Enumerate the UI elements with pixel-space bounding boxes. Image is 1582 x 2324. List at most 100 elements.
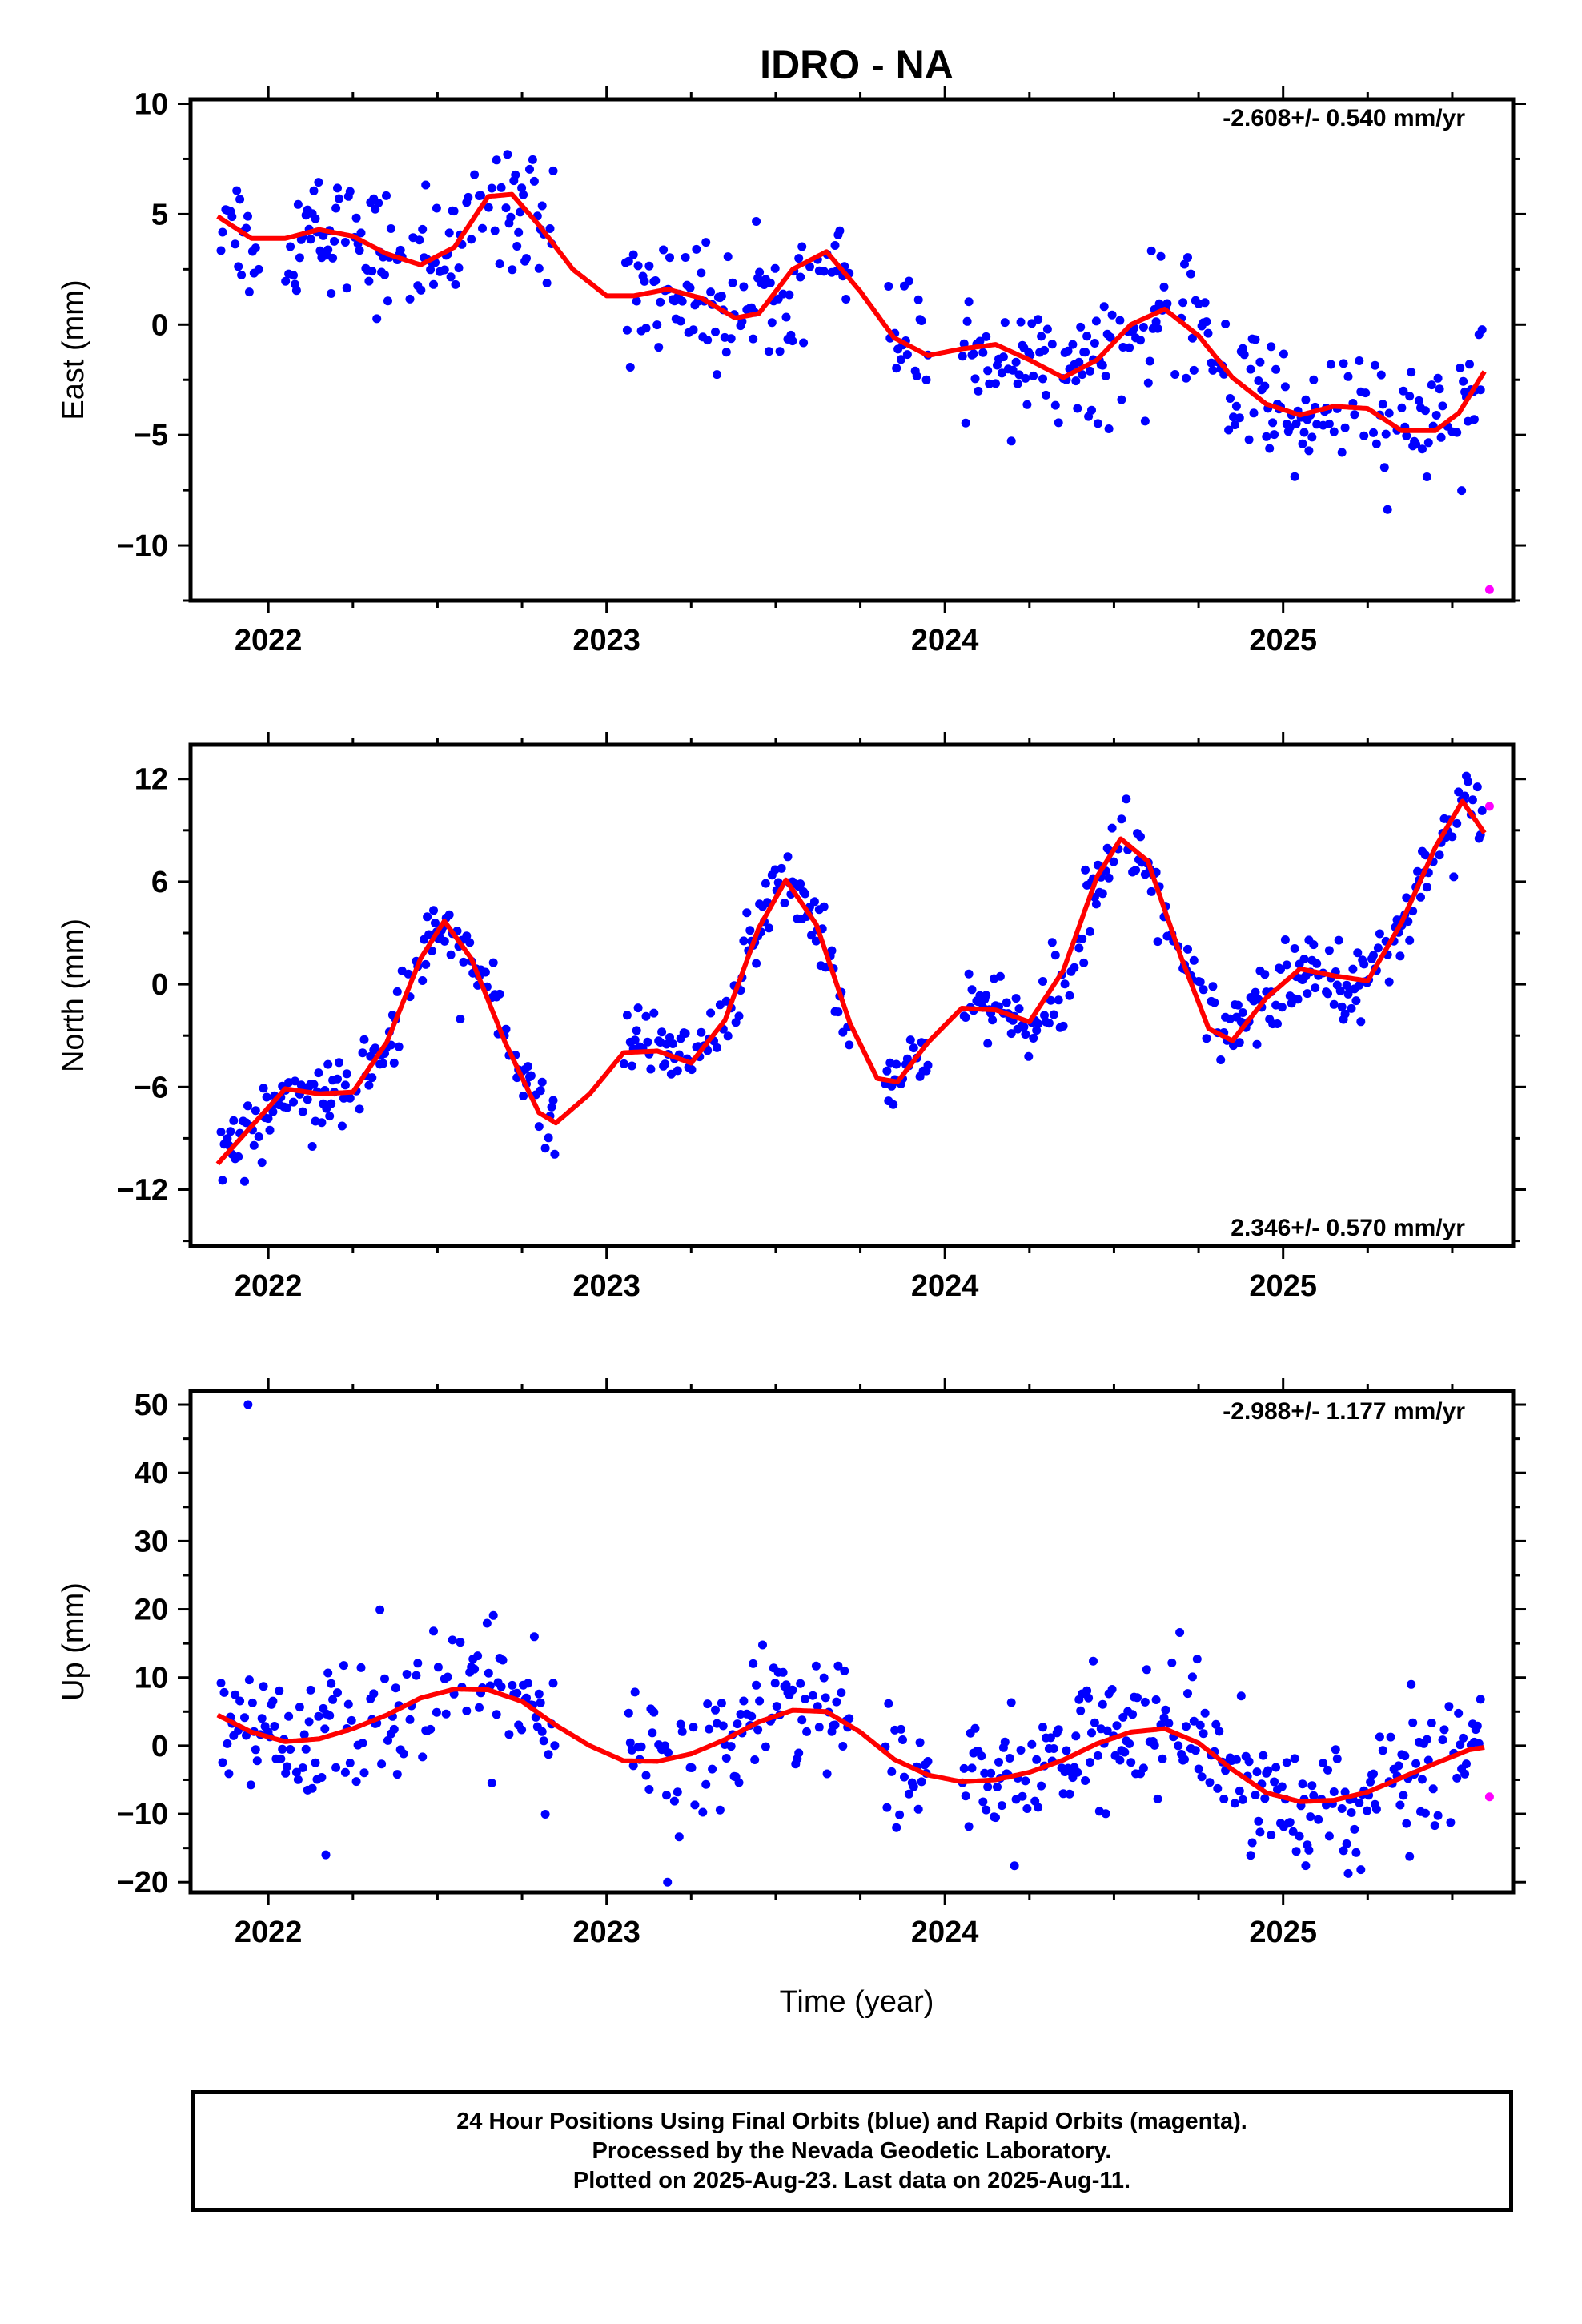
east-data-point <box>476 191 485 200</box>
east-data-point <box>1456 363 1465 372</box>
up-data-point <box>1087 1728 1096 1738</box>
north-data-point <box>777 863 786 873</box>
east-data-point <box>1208 365 1218 375</box>
north-data-point <box>1334 935 1343 945</box>
up-data-point <box>736 1710 745 1719</box>
up-data-point <box>323 1668 333 1678</box>
north-data-point <box>333 1074 342 1084</box>
east-data-point <box>1040 345 1049 355</box>
east-data-point <box>749 334 758 344</box>
up-data-point <box>797 1715 807 1725</box>
east-data-point <box>1091 316 1101 326</box>
up-data-point <box>1254 1816 1263 1826</box>
up-data-point <box>641 1771 651 1780</box>
east-data-point <box>785 290 794 300</box>
east-data-point <box>478 223 487 233</box>
up-data-point <box>1142 1665 1151 1675</box>
east-data-point <box>652 320 662 330</box>
up-data-point <box>1125 1739 1134 1748</box>
up-data-point <box>982 1805 991 1815</box>
up-data-point <box>690 1800 700 1810</box>
east-data-point <box>1224 425 1234 435</box>
north-data-point <box>845 1040 854 1050</box>
east-data-point <box>227 212 237 222</box>
up-data-point <box>240 1713 249 1723</box>
up-data-point <box>1112 1721 1122 1731</box>
north-data-point <box>961 1013 970 1022</box>
east-data-point <box>528 155 537 164</box>
east-data-point <box>216 246 226 255</box>
up-data-point <box>281 1768 291 1778</box>
east-data-point <box>1226 394 1235 403</box>
east-data-point <box>244 287 254 297</box>
east-x-tick-label: 2025 <box>1249 624 1317 657</box>
up-data-point <box>1270 1777 1279 1787</box>
north-data-point <box>251 1106 260 1116</box>
north-data-point <box>657 1027 667 1037</box>
east-data-point <box>309 186 319 195</box>
east-data-point <box>985 379 994 388</box>
east-data-point <box>218 227 227 237</box>
up-data-point <box>1418 1775 1427 1784</box>
east-data-point <box>522 254 531 263</box>
up-data-point <box>1252 1767 1262 1777</box>
east-data-point <box>640 276 649 286</box>
north-data-point <box>619 1059 628 1068</box>
north-data-point <box>1282 960 1291 970</box>
north-data-point <box>1136 832 1145 842</box>
east-data-point <box>665 253 674 263</box>
up-data-point <box>1082 1686 1092 1695</box>
north-data-point <box>819 902 829 911</box>
east-x-tick-label: 2023 <box>572 624 640 657</box>
up-data-point <box>1405 1852 1415 1861</box>
north-data-point <box>418 976 428 985</box>
north-data-point <box>544 1133 553 1143</box>
up-data-point <box>429 1626 438 1636</box>
north-data-point <box>807 931 816 940</box>
east-data-point <box>235 195 245 204</box>
up-data-point <box>837 1688 846 1698</box>
up-x-tick-label: 2025 <box>1249 1916 1317 1949</box>
up-data-point <box>1332 1754 1342 1763</box>
up-data-point <box>1200 1708 1210 1718</box>
east-data-point <box>415 235 424 245</box>
up-data-point <box>1347 1808 1356 1817</box>
up-data-point <box>257 1714 267 1723</box>
up-data-point <box>1267 1831 1276 1839</box>
north-data-point <box>1040 1011 1049 1020</box>
north-data-point <box>801 889 810 899</box>
east-data-point <box>1407 368 1416 377</box>
north-data-point <box>1373 943 1383 953</box>
up-data-point <box>1205 1778 1215 1787</box>
north-data-point <box>892 1059 901 1069</box>
east-data-point <box>1423 438 1433 448</box>
up-data-point <box>649 1707 659 1717</box>
east-data-point <box>1359 431 1369 440</box>
up-data-point <box>286 1745 295 1754</box>
up-data-point <box>721 1754 731 1763</box>
north-data-point <box>307 1142 317 1151</box>
east-data-point <box>794 254 804 263</box>
up-data-point <box>1107 1685 1117 1694</box>
up-y-tick-label: −10 <box>117 1798 168 1831</box>
north-data-point <box>340 1080 350 1090</box>
up-data-point <box>801 1695 810 1703</box>
north-data-point <box>1098 889 1107 899</box>
east-data-point <box>1162 299 1172 308</box>
up-data-point <box>749 1659 758 1668</box>
up-data-point <box>345 1759 355 1767</box>
up-data-point <box>1476 1695 1485 1704</box>
north-data-point <box>1054 995 1063 1005</box>
east-y-tick-label: −5 <box>134 419 168 452</box>
up-data-point <box>750 1755 760 1764</box>
east-data-point <box>997 368 1006 378</box>
east-x-tick-label: 2022 <box>235 624 303 657</box>
east-data-point <box>1013 379 1022 388</box>
east-data-point <box>444 228 454 238</box>
up-data-point <box>662 1791 671 1800</box>
north-data-point <box>1065 991 1074 1000</box>
north-data-point <box>1299 955 1309 964</box>
up-data-point <box>770 1679 780 1688</box>
up-data-point <box>1038 1723 1047 1732</box>
east-data-point <box>641 324 651 333</box>
